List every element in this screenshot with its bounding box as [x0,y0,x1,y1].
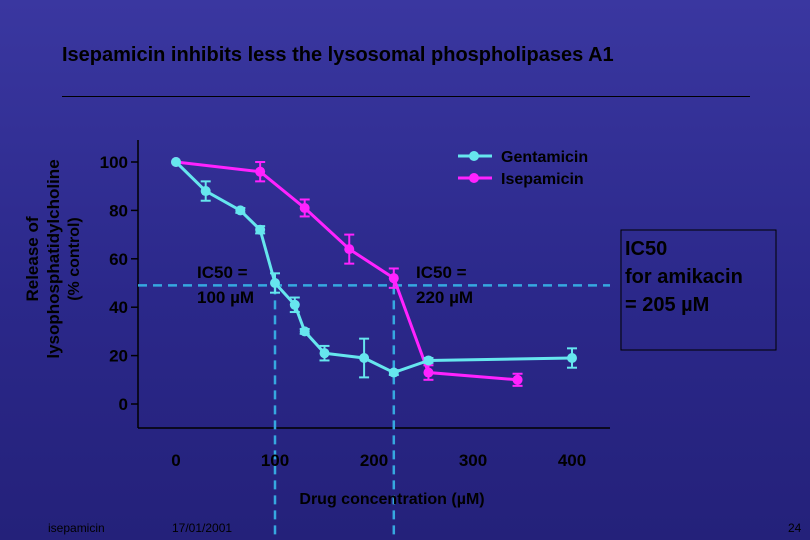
y-tick-label: 100 [100,153,128,172]
gentamicin-data-point [359,353,370,364]
isepamicin-data-point [299,202,310,213]
x-tick-label: 400 [558,451,586,470]
x-tick-label: 0 [171,451,180,470]
slide-title: Isepamicin inhibits less the lysosomal p… [62,44,614,66]
footer-left: isepamicin [48,521,105,535]
isepamicin-data-point [423,367,434,378]
y-tick-label: 20 [109,347,128,366]
x-axis-label: Drug concentration (µM) [299,491,484,508]
ic50-amikacin-line3: = 205 µM [625,294,709,316]
x-tick-label: 200 [360,451,388,470]
footer-date: 17/01/2001 [172,521,233,535]
isepamicin-data-point [512,374,523,385]
y-tick-label: 0 [119,395,128,414]
x-tick-label: 100 [261,451,289,470]
ic50-amikacin-line2: for amikacin [625,266,743,288]
gentamicin-data-point [270,278,280,288]
legend-isepamicin-marker [469,173,479,183]
ic50-isepamicin-label-line1: IC50 = [416,263,467,282]
gentamicin-data-point [171,157,181,167]
legend-gentamicin-label: Gentamicin [501,149,588,166]
legend-gentamicin-marker [469,151,479,161]
gentamicin-data-point [423,355,434,366]
gentamicin-data-point [388,367,399,378]
ic50-isepamicin-label-line2: 220 µM [416,288,473,307]
title-divider [62,96,750,97]
ic50-amikacin-line1: IC50 [625,238,667,260]
y-tick-label: 60 [109,250,128,269]
y-tick-label: 80 [109,201,128,220]
legend: Gentamicin Isepamicin [458,149,588,188]
gentamicin-data-point [289,299,300,310]
ic50-gentamicin-label-line2: 100 µM [197,288,254,307]
gentamicin-data-point [255,224,266,235]
x-tick-label: 300 [459,451,487,470]
gentamicin-data-point [200,186,211,197]
page-number: 24 [788,521,802,535]
ic50-amikacin-box [620,229,777,351]
isepamicin-data-point [344,244,355,255]
ic50-gentamicin-label-line1: IC50 = [197,263,248,282]
isepamicin-data-point [255,166,266,177]
gentamicin-data-point [567,353,577,364]
gentamicin-data-point [299,326,310,337]
gentamicin-series-line [174,160,573,375]
y-tick-label: 40 [109,298,128,317]
gentamicin-data-point [235,205,246,216]
isepamicin-data-point [388,273,399,284]
legend-isepamicin-label: Isepamicin [501,171,584,188]
gentamicin-data-point [319,348,330,359]
